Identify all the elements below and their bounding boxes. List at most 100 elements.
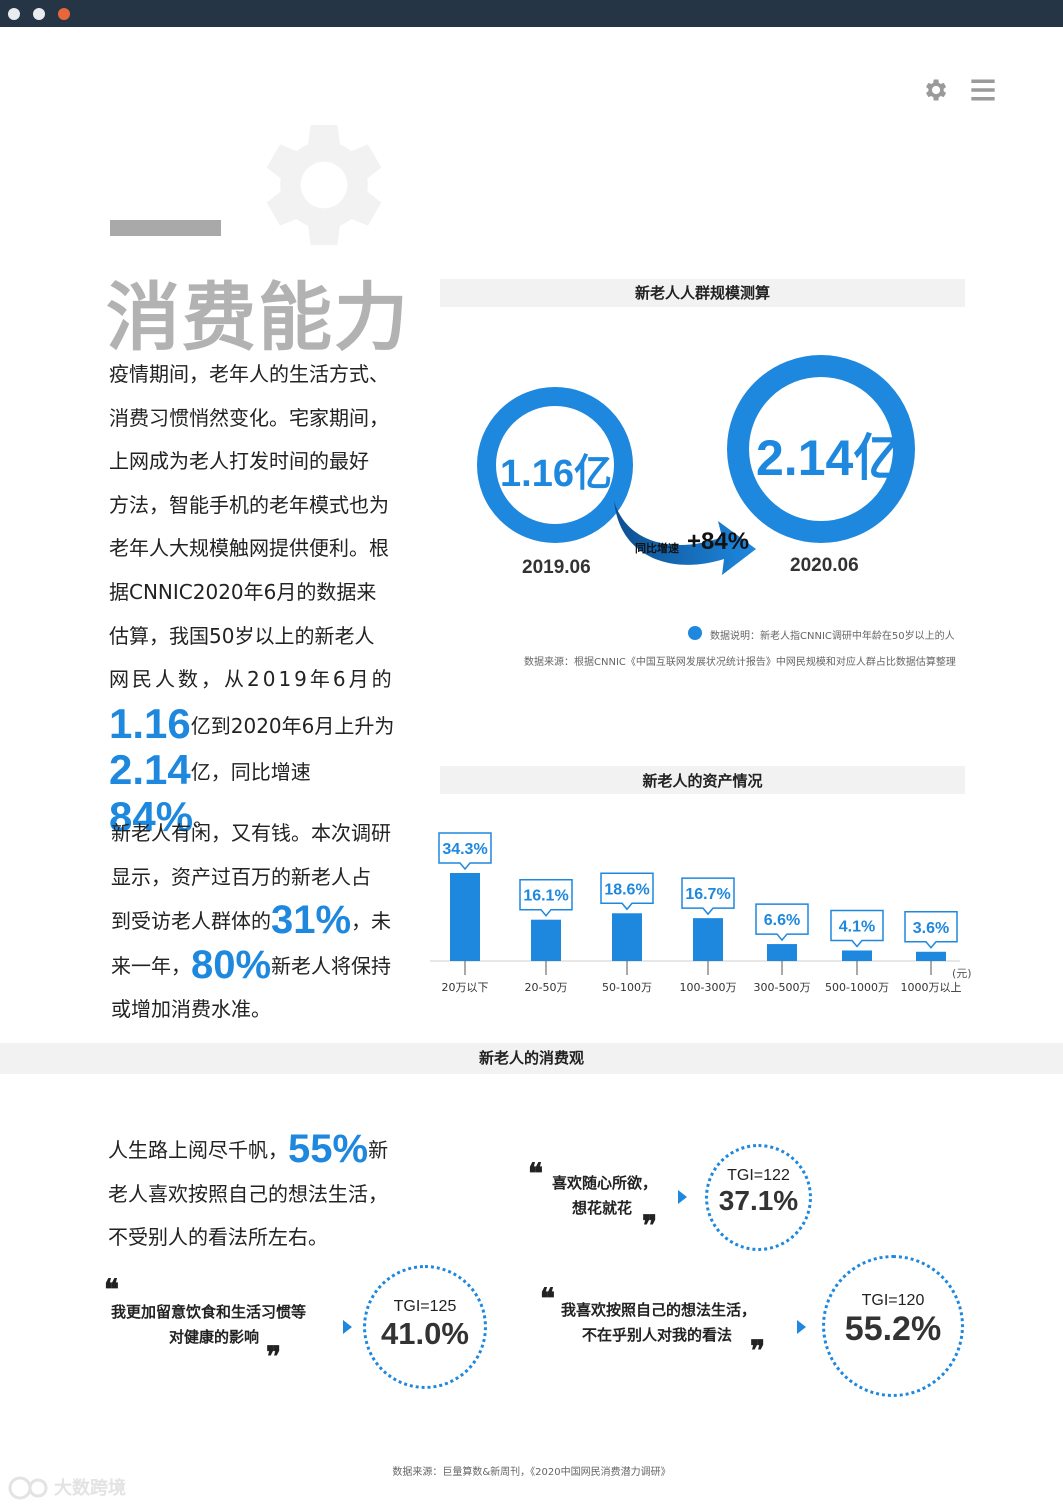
- menu-icon[interactable]: [969, 76, 997, 104]
- data-label: 16.7%: [685, 886, 730, 903]
- highlight-number: 2.14: [109, 746, 191, 794]
- window-dot-1[interactable]: [8, 8, 20, 20]
- value-2019: 1.16亿: [500, 453, 612, 495]
- wealth-line: 到受访老人群体的31%，未: [111, 898, 401, 944]
- intro-line: 2.14亿，同比增速 84%。: [109, 748, 399, 841]
- growth-value: +84%: [687, 528, 750, 555]
- intro-line: 老年人大规模触网提供便利。根: [109, 536, 389, 561]
- highlight-number: 1.16: [109, 699, 191, 747]
- value-callout: [904, 911, 958, 949]
- highlight-number: 80%: [191, 942, 272, 987]
- x-tick-label: 50-100万: [602, 981, 652, 994]
- window-titlebar: [0, 0, 1063, 27]
- wealth-line: 新老人有闲，又有钱。本次调研: [111, 821, 391, 845]
- data-label: 4.1%: [839, 918, 875, 935]
- intro-line: 上网成为老人打发时间的最好: [109, 449, 369, 474]
- quote3-line2: 不在乎别人对我的看法: [582, 1326, 733, 1344]
- data-label: 16.1%: [523, 888, 568, 905]
- consumption-line: 人生路上阅尽千帆，55%新: [108, 1127, 408, 1173]
- tgi-label: TGI=120: [861, 1292, 925, 1309]
- value-callout: [755, 903, 809, 942]
- bar: [450, 873, 480, 961]
- intro-text: 。: [193, 806, 214, 831]
- wealth-line: 或增加消费水准。: [111, 997, 271, 1022]
- consumption-line: 老人喜欢按照自己的想法生活，: [108, 1181, 388, 1206]
- legend-dot: [688, 626, 702, 640]
- tgi-circle-2: TGI=122 37.1%: [705, 1144, 812, 1251]
- wealth-text: 新老人将保持: [271, 953, 392, 978]
- highlight-number: 31%: [271, 898, 352, 943]
- year-2019: 2019.06: [522, 557, 591, 578]
- quote1-line1: 我更加留意饮食和生活习惯等: [111, 1303, 307, 1321]
- x-tick-label: 300-500万: [754, 981, 811, 994]
- quote1-line2: 对健康的影响: [169, 1328, 260, 1346]
- consumption-line: 不受别人的看法所左右。: [108, 1225, 328, 1250]
- bar: [767, 944, 797, 961]
- consumption-text: 新: [368, 1138, 389, 1162]
- watermark-text: 大数跨境: [54, 1478, 126, 1499]
- year-2020: 2020.06: [790, 555, 859, 576]
- tgi-circle-1: TGI=125 41.0%: [363, 1265, 487, 1389]
- open-quote-icon: ❝: [528, 1157, 544, 1190]
- value-callout: [438, 832, 492, 871]
- intro-line: 消费习惯悄然变化。宅家期间，: [109, 405, 389, 430]
- wealth-paragraph: 新老人有闲，又有钱。本次调研 显示，资产过百万的新老人占 到受访老人群体的31%…: [111, 812, 401, 1032]
- bar: [612, 913, 642, 961]
- x-tick-label: 20万以下: [442, 981, 489, 994]
- highlight-number: 84%: [109, 792, 194, 840]
- growth-arrow-icon: [614, 501, 756, 575]
- arrow-right-icon: [343, 1320, 352, 1334]
- data-label: 6.6%: [764, 912, 800, 929]
- population-chart-title: 新老人人群规模测算: [440, 279, 965, 307]
- unit-label: (元): [952, 967, 972, 980]
- bar: [916, 951, 946, 961]
- close-quote-icon: ❞: [750, 1334, 766, 1367]
- value-2020: 2.14亿: [756, 430, 904, 486]
- wealth-text: 到受访老人群体的: [111, 909, 271, 934]
- gear-icon[interactable]: [921, 76, 949, 104]
- growth-label: 同比增速: [635, 542, 679, 555]
- value-callout: [681, 877, 735, 916]
- bar: [531, 919, 561, 961]
- intro-text: 亿，同比增速: [190, 760, 311, 785]
- data-label: 34.3%: [442, 841, 487, 858]
- arrow-right-icon: [797, 1320, 806, 1334]
- asset-chart-title: 新老人的资产情况: [440, 766, 965, 794]
- intro-line: 疫情期间，老年人的生活方式、: [109, 362, 389, 386]
- page-title: 消费能力: [106, 275, 410, 361]
- wealth-line: 显示，资产过百万的新老人占: [111, 864, 371, 889]
- intro-line: 方法，智能手机的老年模式也为: [109, 492, 389, 517]
- wealth-text: 来一年，: [111, 953, 191, 978]
- intro-line: 1.16亿到2020年6月上升为: [109, 699, 399, 749]
- bar: [693, 918, 723, 961]
- wealth-line: 来一年，80%新老人将保持: [111, 942, 401, 989]
- consumption-paragraph: 人生路上阅尽千帆，55%新 老人喜欢按照自己的想法生活， 不受别人的看法所左右。: [108, 1127, 408, 1260]
- window-dot-2[interactable]: [33, 8, 45, 20]
- tgi-circle-3: TGI=120 55.2%: [822, 1255, 964, 1397]
- footer-source: 数据来源：巨量算数&新周刊，《2020中国网民消费潜力调研》: [392, 1467, 671, 1478]
- value-callout: [600, 872, 654, 911]
- window-close-dot[interactable]: [58, 8, 70, 20]
- value-callout: [519, 878, 573, 917]
- tgi-label: TGI=122: [727, 1167, 790, 1184]
- intro-line: 网民人数，从2019年6月的: [109, 667, 395, 692]
- bar: [842, 950, 872, 961]
- x-tick-label: 100-300万: [680, 981, 737, 994]
- close-quote-icon: ❞: [642, 1209, 658, 1242]
- x-tick-label: 1000万以上: [901, 981, 962, 994]
- legend-note: 数据说明：新老人指CNNIC调研中年龄在50岁以上的人: [710, 631, 955, 642]
- value-callout: [830, 909, 884, 948]
- arrow-right-icon: [678, 1190, 687, 1204]
- x-tick-label: 500-1000万: [825, 981, 889, 994]
- tgi-percent: 41.0%: [381, 1316, 469, 1351]
- intro-line: 估算，我国50岁以上的新老人: [109, 623, 375, 648]
- intro-paragraph: 疫情期间，老年人的生活方式、 消费习惯悄然变化。宅家期间， 上网成为老人打发时间…: [109, 353, 399, 842]
- consumption-section-title: 新老人的消费观: [0, 1043, 1063, 1074]
- intro-line: 据CNNIC2020年6月的数据来: [109, 579, 377, 604]
- asset-bar-chart: 20万以下 34.3% 20-50万 16.1% 50-100万 18.6% 100-300…: [430, 832, 972, 994]
- tgi-percent: 55.2%: [844, 1310, 942, 1348]
- open-quote-icon: ❝: [540, 1282, 556, 1315]
- consumption-text: 人生路上阅尽千帆，: [108, 1138, 288, 1162]
- highlight-number: 55%: [288, 1127, 369, 1171]
- wealth-text: ，未: [351, 909, 392, 934]
